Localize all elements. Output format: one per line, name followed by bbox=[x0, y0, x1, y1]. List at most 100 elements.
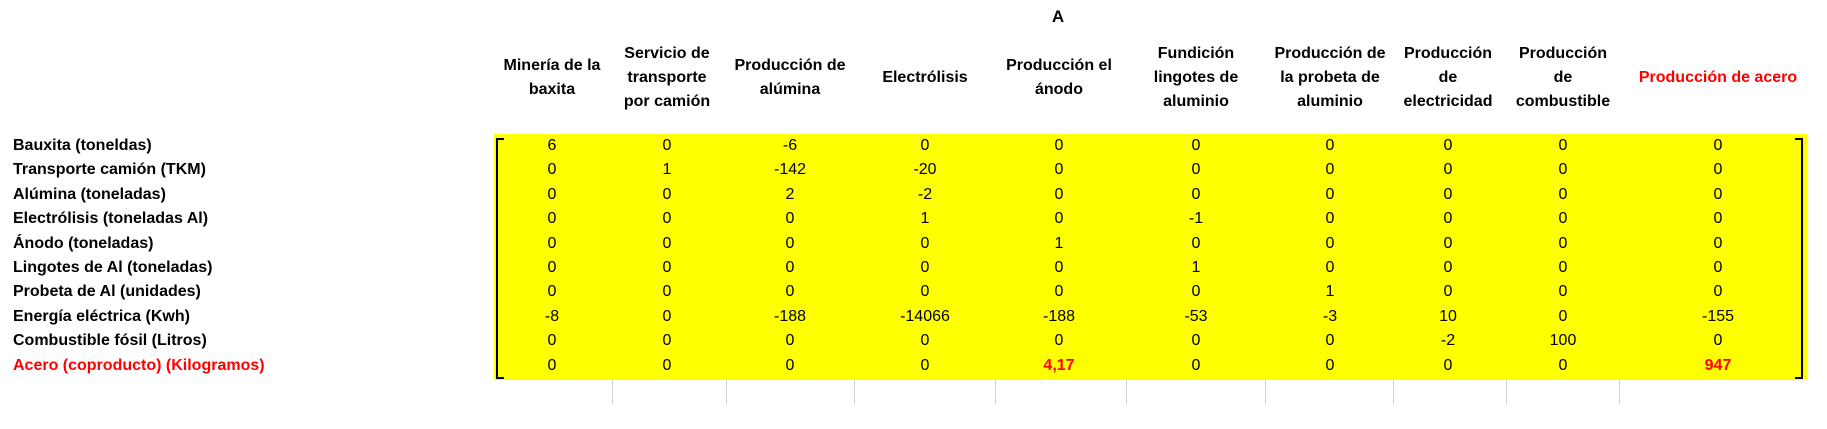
matrix-cell: 0 bbox=[785, 332, 795, 350]
matrix-cell: -155 bbox=[1701, 307, 1735, 325]
matrix-cell: 0 bbox=[785, 259, 795, 276]
matrix-cell: 0 bbox=[662, 234, 672, 252]
matrix-cell: 1 bbox=[1325, 283, 1335, 301]
matrix-cell: 0 bbox=[1443, 234, 1453, 252]
matrix-cell: 0 bbox=[920, 283, 930, 301]
gridline bbox=[1265, 380, 1266, 404]
row-label: Transporte camión (TKM) bbox=[13, 161, 206, 179]
matrix-cell: 0 bbox=[1191, 185, 1201, 203]
matrix-cell: -142 bbox=[773, 161, 807, 179]
matrix-cell: 0 bbox=[1443, 283, 1453, 301]
matrix-cell: 6 bbox=[547, 137, 557, 154]
matrix-cell: 0 bbox=[1054, 332, 1064, 350]
matrix-cell: -188 bbox=[1042, 307, 1076, 325]
matrix-cell: 0 bbox=[1558, 185, 1568, 203]
matrix-cell: 0 bbox=[1558, 137, 1568, 154]
matrix-cell: 0 bbox=[1558, 210, 1568, 228]
matrix-cell: 0 bbox=[1325, 185, 1335, 203]
matrix-cell: 1 bbox=[1054, 234, 1064, 252]
matrix-cell: 0 bbox=[1713, 332, 1723, 350]
row-label: Alúmina (toneladas) bbox=[13, 185, 166, 203]
matrix-cell: -188 bbox=[773, 307, 807, 325]
matrix-cell: 0 bbox=[920, 259, 930, 276]
matrix-cell: 0 bbox=[785, 283, 795, 301]
matrix-cell: -3 bbox=[1322, 307, 1338, 325]
matrix-cell: 0 bbox=[1443, 259, 1453, 276]
gridline bbox=[1393, 380, 1394, 404]
matrix-cell: 0 bbox=[1713, 259, 1723, 276]
matrix-cell: 0 bbox=[1325, 161, 1335, 179]
matrix-cell: 0 bbox=[1191, 234, 1201, 252]
matrix-cell: 1 bbox=[920, 210, 930, 228]
matrix-cell: 0 bbox=[547, 332, 557, 350]
matrix-cell: 0 bbox=[1325, 234, 1335, 252]
matrix-cell: 0 bbox=[547, 161, 557, 179]
matrix-cell: 0 bbox=[547, 185, 557, 203]
gridline bbox=[726, 380, 727, 404]
matrix-cell: 0 bbox=[920, 234, 930, 252]
column-header: Producción de combustible bbox=[1515, 44, 1611, 110]
matrix-cell: 0 bbox=[1713, 161, 1723, 179]
row-label: Lingotes de Al (toneladas) bbox=[13, 259, 213, 276]
row-label: Energía eléctrica (Kwh) bbox=[13, 307, 190, 325]
row-label: Ánodo (toneladas) bbox=[13, 234, 154, 252]
matrix-cell: 0 bbox=[1191, 283, 1201, 301]
matrix-cell: 0 bbox=[1443, 185, 1453, 203]
matrix-cell: 0 bbox=[920, 137, 930, 154]
matrix-cell: 0 bbox=[547, 259, 557, 276]
matrix-cell: 0 bbox=[662, 185, 672, 203]
column-header: Fundición lingotes de aluminio bbox=[1153, 44, 1239, 110]
matrix-cell: 0 bbox=[1558, 234, 1568, 252]
matrix-cell: 0 bbox=[662, 210, 672, 228]
matrix-cell: 0 bbox=[1054, 137, 1064, 154]
matrix-cell: 0 bbox=[662, 259, 672, 276]
matrix-cell: 0 bbox=[1558, 307, 1568, 325]
matrix-cell: 0 bbox=[1191, 332, 1201, 350]
column-header: Producción de electricidad bbox=[1403, 44, 1493, 110]
matrix-cell: 4,17 bbox=[1043, 356, 1075, 374]
matrix-cell: 1 bbox=[662, 161, 672, 179]
matrix-cell: 0 bbox=[1558, 161, 1568, 179]
matrix-cell: 0 bbox=[1054, 161, 1064, 179]
matrix-cell: 1 bbox=[1191, 259, 1201, 276]
matrix-cell: 0 bbox=[662, 283, 672, 301]
column-header: Producción de alúmina bbox=[734, 56, 846, 98]
matrix-cell: 0 bbox=[1054, 210, 1064, 228]
matrix-cell: 0 bbox=[662, 137, 672, 154]
matrix-cell: 0 bbox=[920, 356, 930, 374]
matrix-cell: 0 bbox=[1325, 259, 1335, 276]
matrix-cell: 0 bbox=[1443, 161, 1453, 179]
row-label: Combustible fósil (Litros) bbox=[13, 332, 207, 350]
matrix-cell: 0 bbox=[1191, 137, 1201, 154]
column-header: Producción el ánodo bbox=[1006, 56, 1112, 98]
matrix-cell: -14066 bbox=[900, 307, 950, 325]
matrix-cell: 0 bbox=[1443, 137, 1453, 154]
matrix-cell: -53 bbox=[1184, 307, 1208, 325]
matrix-cell: 2 bbox=[785, 185, 795, 203]
matrix-cell: 0 bbox=[1713, 234, 1723, 252]
matrix-cell: 0 bbox=[662, 307, 672, 325]
column-header: Servicio de transporte por camión bbox=[623, 44, 711, 110]
row-label: Electrólisis (toneladas Al) bbox=[13, 210, 209, 228]
column-header: Electrólisis bbox=[882, 68, 968, 86]
matrix-label: A bbox=[1051, 7, 1065, 26]
row-label: Probeta de Al (unidades) bbox=[13, 283, 201, 301]
matrix-cell: 0 bbox=[1191, 161, 1201, 179]
matrix-left-bracket bbox=[496, 138, 504, 379]
matrix-cell: 0 bbox=[1054, 283, 1064, 301]
matrix-cell: 0 bbox=[1558, 259, 1568, 276]
matrix-cell: -8 bbox=[544, 307, 560, 325]
gridline bbox=[995, 380, 996, 404]
matrix-cell: 0 bbox=[1054, 259, 1064, 276]
matrix-cell: 100 bbox=[1549, 332, 1577, 350]
matrix-cell: 0 bbox=[1713, 283, 1723, 301]
matrix-cell: 0 bbox=[1558, 356, 1568, 374]
matrix-cell: -2 bbox=[917, 185, 933, 203]
row-label: Acero (coproducto) (Kilogramos) bbox=[13, 356, 265, 374]
matrix-cell: 0 bbox=[785, 210, 795, 228]
gridline bbox=[1126, 380, 1127, 404]
matrix-cell: 0 bbox=[785, 356, 795, 374]
gridline bbox=[1619, 380, 1620, 404]
matrix-cell: -20 bbox=[913, 161, 937, 179]
column-header: Minería de la baxita bbox=[503, 56, 601, 98]
